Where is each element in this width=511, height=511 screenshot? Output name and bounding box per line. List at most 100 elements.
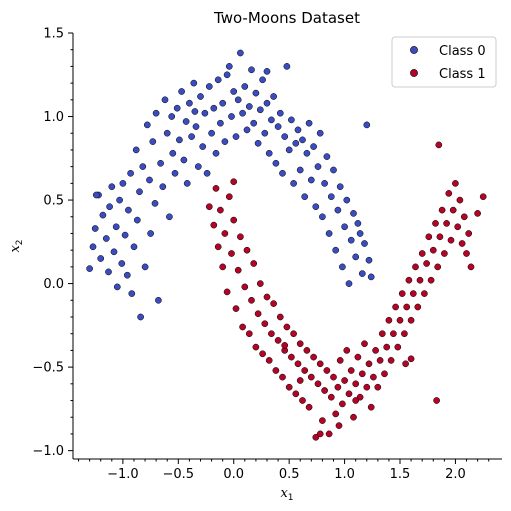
point-class-1-36 [288, 353, 295, 361]
y-axis-label: x2 [8, 239, 25, 252]
point-class-0-35 [157, 159, 164, 167]
point-class-1-15 [241, 283, 249, 291]
point-class-1-13 [237, 233, 244, 241]
point-class-1-50 [319, 417, 326, 424]
point-class-0-129 [363, 121, 371, 129]
point-class-0-125 [354, 220, 362, 227]
point-class-0-13 [116, 196, 123, 204]
point-class-0-67 [225, 63, 233, 70]
point-class-0-12 [113, 283, 121, 291]
point-class-0-114 [330, 166, 337, 174]
point-class-0-34 [155, 296, 162, 304]
point-class-0-104 [307, 176, 315, 184]
point-class-0-119 [341, 223, 348, 231]
point-class-0-122 [347, 236, 355, 244]
point-class-1-76 [376, 357, 384, 364]
point-class-1-49 [316, 360, 324, 368]
point-class-0-75 [243, 126, 251, 134]
point-class-0-99 [296, 166, 304, 174]
point-class-0-37 [161, 96, 169, 104]
point-class-1-75 [374, 383, 382, 391]
legend-frame [391, 36, 497, 88]
point-class-0-25 [137, 313, 144, 321]
point-class-1-115 [463, 250, 470, 257]
point-class-1-85 [396, 316, 404, 324]
point-class-0-0 [86, 265, 93, 272]
point-class-0-98 [294, 126, 302, 134]
point-class-1-73 [370, 373, 377, 381]
point-class-0-19 [127, 169, 134, 177]
point-class-1-97 [423, 260, 430, 267]
point-class-1-114 [460, 213, 468, 221]
point-class-1-21 [254, 310, 262, 318]
point-class-1-11 [232, 305, 240, 312]
point-class-1-52 [323, 367, 331, 374]
point-class-1-80 [385, 316, 393, 324]
point-class-0-41 [169, 149, 177, 157]
point-class-1-113 [458, 240, 466, 247]
point-class-0-88 [272, 159, 280, 167]
point-class-1-108 [447, 236, 455, 244]
point-class-0-101 [301, 193, 309, 201]
point-class-0-18 [125, 206, 132, 214]
point-class-0-56 [201, 109, 209, 117]
point-class-1-107 [445, 190, 453, 197]
point-class-0-28 [143, 121, 151, 129]
point-class-0-102 [303, 149, 311, 157]
point-class-0-8 [106, 203, 113, 211]
point-class-1-32 [279, 373, 286, 381]
point-class-0-1 [89, 243, 97, 251]
point-class-0-61 [212, 149, 220, 157]
point-class-0-58 [205, 83, 213, 90]
point-class-0-110 [321, 180, 328, 187]
point-class-0-72 [237, 49, 244, 57]
point-class-0-124 [352, 253, 360, 261]
point-class-0-94 [285, 146, 293, 154]
point-class-1-34 [283, 323, 291, 331]
x-tick-label: −1.0 [107, 467, 139, 482]
point-class-0-32 [151, 200, 159, 207]
point-class-0-59 [208, 129, 215, 137]
point-class-0-85 [265, 149, 273, 157]
point-class-0-50 [188, 133, 195, 140]
point-class-1-106 [443, 220, 450, 227]
point-class-1-100 [429, 246, 437, 254]
point-class-1-29 [272, 367, 280, 374]
point-class-0-71 [234, 96, 242, 104]
point-class-1-119 [479, 193, 487, 201]
point-class-0-120 [343, 196, 351, 204]
point-class-0-74 [241, 83, 249, 90]
point-class-1-70 [363, 383, 371, 391]
point-class-1-18 [248, 296, 255, 304]
point-class-0-77 [248, 66, 255, 74]
point-class-0-11 [112, 223, 120, 231]
point-class-1-82 [390, 330, 397, 338]
point-class-0-30 [147, 230, 154, 237]
point-class-1-22 [256, 280, 264, 287]
point-class-0-87 [270, 93, 277, 100]
point-class-1-48 [314, 380, 322, 388]
point-class-1-10 [230, 216, 238, 224]
point-class-1-5 [219, 263, 227, 271]
point-class-0-133 [191, 108, 199, 115]
point-class-0-93 [283, 63, 291, 70]
y-axis-label-main: x [8, 245, 23, 253]
point-class-1-120 [435, 141, 443, 149]
point-class-0-40 [168, 113, 176, 120]
point-class-1-57 [334, 383, 342, 391]
point-class-0-36 [159, 183, 167, 191]
point-class-0-42 [171, 169, 179, 177]
point-class-1-2 [212, 185, 220, 192]
point-class-1-66 [354, 353, 362, 361]
point-class-0-115 [332, 246, 340, 254]
y-tick-label: 0.5 [43, 194, 64, 209]
x-axis-label-sub: 1 [288, 493, 294, 503]
point-class-0-121 [345, 280, 353, 287]
point-class-1-77 [378, 330, 386, 338]
point-class-0-17 [123, 271, 131, 279]
point-class-1-24 [261, 320, 269, 328]
point-class-0-6 [102, 235, 110, 242]
point-class-0-78 [250, 119, 258, 127]
x-axis-ticks: −1.0 −0.5 0.0 0.5 1.0 1.5 2.0 [78, 459, 490, 482]
point-class-0-15 [119, 180, 127, 187]
